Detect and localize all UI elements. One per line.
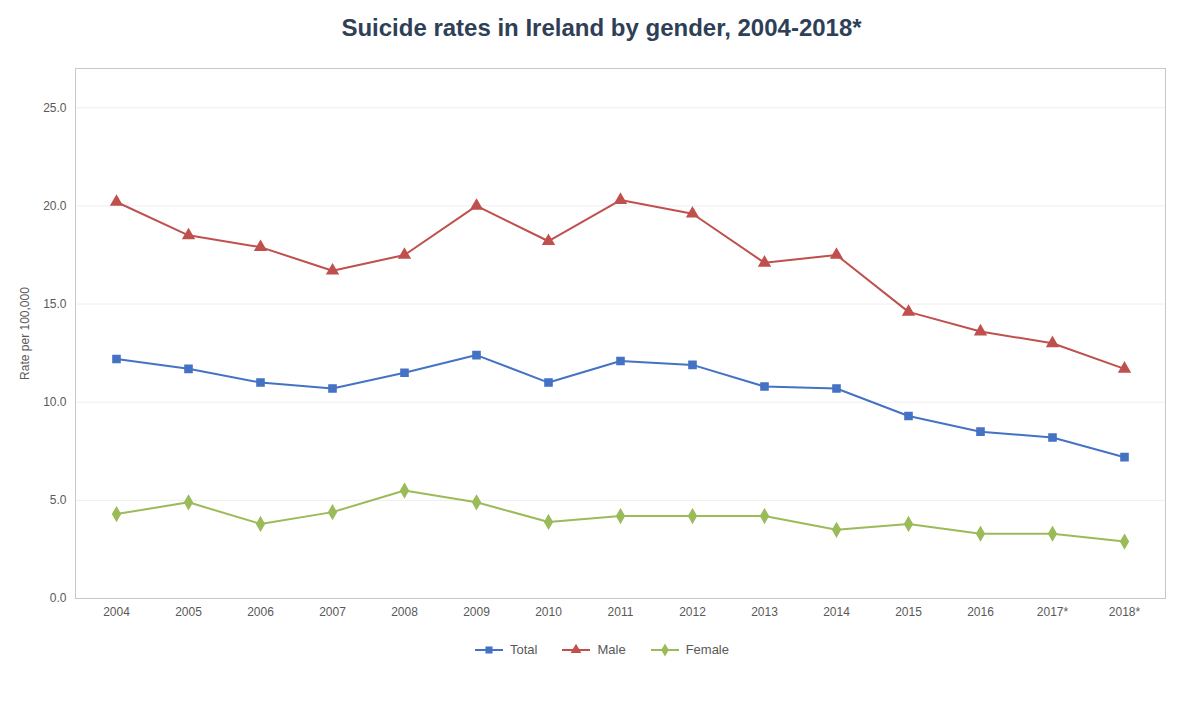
svg-text:2016: 2016	[967, 605, 994, 619]
svg-text:2013: 2013	[751, 605, 778, 619]
svg-text:2011: 2011	[608, 605, 634, 619]
svg-text:20.0: 20.0	[43, 199, 67, 213]
svg-text:2017*: 2017*	[1037, 605, 1069, 619]
svg-text:2012: 2012	[679, 605, 706, 619]
svg-text:2006: 2006	[247, 605, 274, 619]
svg-text:2008: 2008	[391, 605, 418, 619]
svg-text:2015: 2015	[895, 605, 922, 619]
html-text:Female: Female	[685, 642, 729, 657]
svg-text:0.0: 0.0	[50, 591, 67, 605]
svg-text:25.0: 25.0	[43, 101, 67, 115]
svg-text:5.0: 5.0	[50, 493, 67, 507]
svg-text:2007: 2007	[319, 605, 346, 619]
svg-text:2009: 2009	[463, 605, 490, 619]
html-text:Suicide rates in Ireland by ge: Suicide rates in Ireland by gender, 2004…	[341, 14, 862, 41]
svg-text:10.0: 10.0	[43, 395, 67, 409]
svg-text:2018*: 2018*	[1109, 605, 1141, 619]
svg-text:2004: 2004	[103, 605, 130, 619]
svg-text:Rate per 100,000: Rate per 100,000	[18, 287, 32, 380]
svg-text:15.0: 15.0	[43, 297, 67, 311]
html-text:Male: Male	[597, 642, 626, 657]
svg-text:2005: 2005	[175, 605, 202, 619]
html-text:Total: Total	[510, 642, 538, 657]
svg-text:2014: 2014	[823, 605, 850, 619]
svg-text:2010: 2010	[535, 605, 562, 619]
